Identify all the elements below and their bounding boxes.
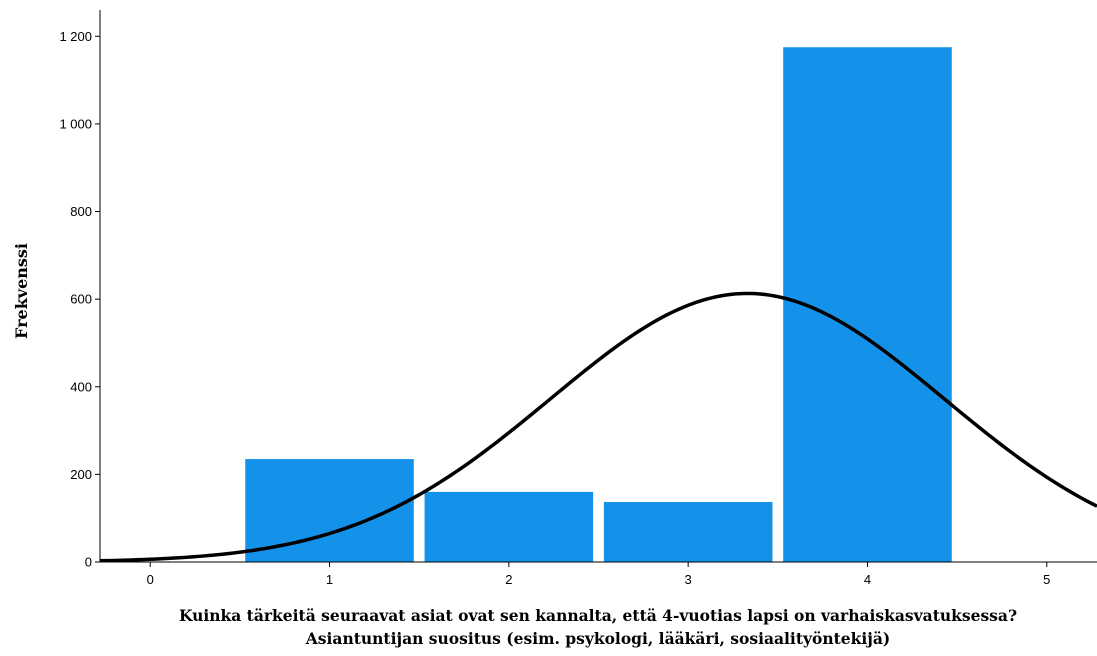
bars: [245, 47, 952, 562]
x-tick-label: 3: [685, 572, 692, 587]
x-axis-label-line-2: Asiantuntijan suositus (esim. psykologi,…: [305, 629, 890, 648]
x-tick-label: 1: [326, 572, 333, 587]
bar-2: [424, 491, 594, 562]
normal-curve: [99, 291, 1097, 563]
y-tick-label: 800: [70, 204, 92, 219]
y-tick-label: 0: [85, 555, 92, 570]
x-axis-label-line-1: Kuinka tärkeitä seuraavat asiat ovat sen…: [179, 606, 1017, 625]
x-ticks: 0 1 2 3 4 5: [147, 562, 1050, 587]
y-tick-label: 1 200: [59, 29, 92, 44]
bar-4: [783, 47, 952, 562]
y-tick-label: 1 000: [59, 116, 92, 131]
y-axis-label: Frekvenssi: [12, 243, 31, 339]
x-tick-label: 5: [1043, 572, 1050, 587]
x-tick-label: 2: [505, 572, 512, 587]
y-ticks: 0 200 400 600 800 1 000 1 200: [59, 29, 100, 570]
x-tick-label: 0: [147, 572, 154, 587]
x-tick-label: 4: [864, 572, 871, 587]
bar-3: [603, 501, 773, 562]
y-tick-label: 400: [70, 379, 92, 394]
y-tick-label: 200: [70, 467, 92, 482]
y-tick-label: 600: [70, 292, 92, 307]
